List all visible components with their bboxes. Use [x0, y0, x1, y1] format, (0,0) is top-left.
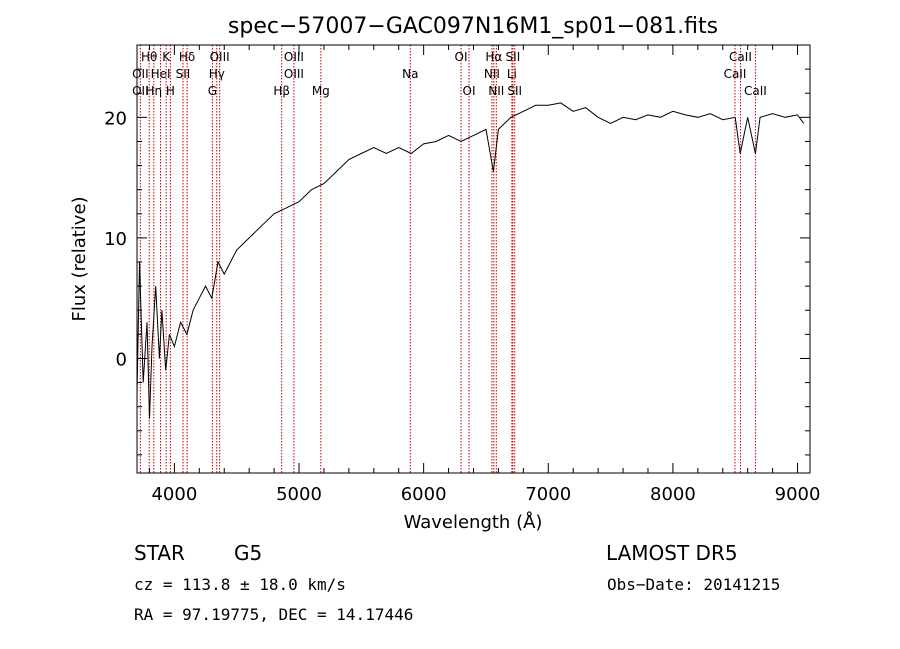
marker-label: H: [166, 84, 175, 98]
marker-label: Mg: [312, 84, 330, 98]
marker-label: Hβ: [273, 84, 290, 98]
marker-label: HeI: [151, 67, 171, 81]
x-tick-label: 7000: [525, 484, 571, 505]
y-tick-label: 0: [116, 349, 127, 370]
x-tick-label: 6000: [401, 484, 447, 505]
marker-label: Hδ: [179, 50, 195, 64]
marker-lines: [139, 45, 756, 473]
y-axis-ticks: 0 10 20: [104, 44, 810, 456]
x-tick-label: 8000: [650, 484, 696, 505]
marker-label: NII: [488, 84, 504, 98]
marker-label: Hθ: [141, 50, 157, 64]
y-axis-label: Flux (relative): [69, 196, 90, 321]
marker-label: SII: [176, 67, 191, 81]
x-axis-label: Wavelength (Å): [404, 511, 543, 533]
redshift-label: cz = 113.8 ± 18.0 km/s: [134, 575, 346, 594]
y-tick-label: 10: [104, 229, 127, 250]
x-tick-label: 9000: [775, 484, 821, 505]
marker-label: OI: [455, 50, 468, 64]
marker-label: NII: [484, 67, 500, 81]
obs-date-label: Obs−Date: 20141215: [607, 575, 780, 594]
class-label: STAR: [134, 541, 185, 565]
plot-frame: [136, 44, 811, 474]
x-axis-ticks: 4000 5000 6000 7000 8000 9000: [148, 45, 821, 505]
y-tick-label: 20: [104, 108, 127, 129]
marker-label: OIII: [284, 67, 304, 81]
marker-label: Hη: [146, 84, 163, 98]
marker-label: Hα: [485, 50, 502, 64]
marker-labels: Hθ K Hδ OIII OIII OI Hα SII CaII OII HeI SII Hγ OIII N…: [132, 50, 767, 98]
marker-label: OII: [132, 84, 149, 98]
survey-label: LAMOST DR5: [606, 541, 738, 565]
chart-title: spec−57007−GAC097N16M1_sp01−081.fits: [228, 14, 718, 39]
marker-label: K: [162, 50, 171, 64]
marker-label: Hγ: [209, 67, 225, 81]
coordinates-label: RA = 97.19775, DEC = 14.17446: [134, 605, 413, 624]
marker-label: CaII: [729, 50, 752, 64]
marker-label: Na: [402, 67, 418, 81]
marker-label: OIII: [284, 50, 304, 64]
marker-label: SII: [507, 84, 522, 98]
marker-label: CaII: [724, 67, 747, 81]
marker-label: OII: [132, 67, 149, 81]
marker-label: OI: [463, 84, 476, 98]
subclass-label: G5: [234, 541, 262, 565]
marker-label: OIII: [210, 50, 230, 64]
x-tick-label: 4000: [151, 484, 197, 505]
marker-label: SII: [506, 50, 521, 64]
marker-label: Li: [507, 67, 517, 81]
marker-label: CaII: [744, 84, 767, 98]
marker-label: G: [208, 84, 217, 98]
spectrum-line: [136, 102, 805, 419]
x-tick-label: 5000: [276, 484, 322, 505]
